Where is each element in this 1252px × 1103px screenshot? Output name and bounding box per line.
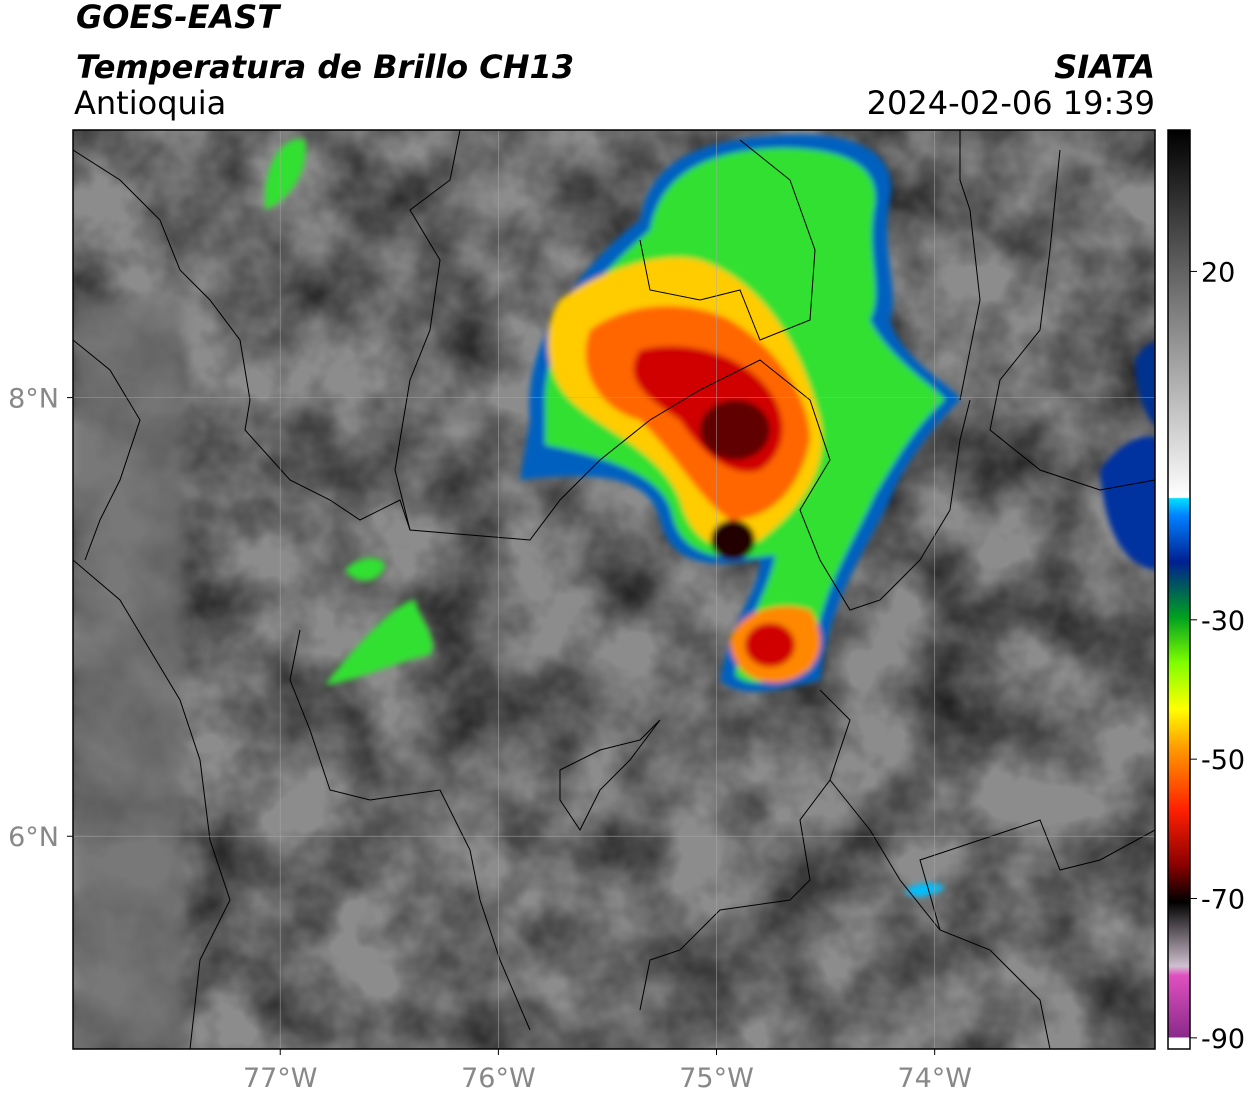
satellite-image [73, 130, 1155, 1049]
datetime: 2024-02-06 19:39 [867, 84, 1155, 122]
x-tick-label: 74°W [897, 1063, 972, 1094]
subtitle: Temperatura de Brillo CH13 [76, 48, 574, 86]
y-tick-label: 6°N [8, 822, 59, 853]
region: Antioquia [74, 84, 226, 122]
y-tick-label: 8°N [8, 384, 59, 415]
colorbar-tick-label: -50 [1201, 745, 1245, 776]
plot-frame [72, 129, 1156, 1050]
x-tick-label: 75°W [679, 1063, 754, 1094]
x-tick-label: 77°W [243, 1063, 318, 1094]
colorbar-tick-label: -70 [1201, 885, 1245, 916]
colorbar-tick-label: -30 [1201, 606, 1245, 637]
colorbar-tick-label: -90 [1201, 1024, 1245, 1055]
source: SIATA [1054, 48, 1155, 86]
colorbar-tick-label: 20 [1201, 257, 1235, 288]
title: GOES-EAST [76, 0, 281, 36]
x-tick-label: 76°W [461, 1063, 536, 1094]
colorbar [1167, 129, 1191, 1050]
borders [73, 130, 1155, 1049]
